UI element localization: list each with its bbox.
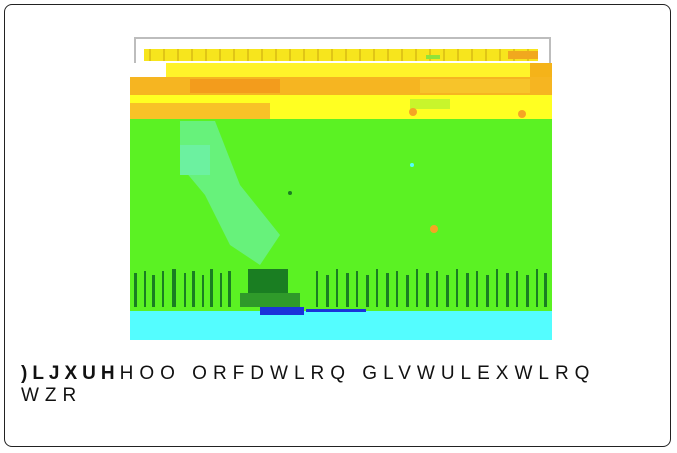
top-yellow-band [144, 49, 538, 61]
caption-lead: )LJXUH [21, 363, 120, 384]
dark-green-block [248, 269, 288, 295]
blue-bar [260, 307, 304, 315]
top-green-speck [426, 55, 440, 59]
cyan-band [130, 311, 552, 340]
dark-green-block-lower [240, 293, 300, 307]
small-dark-dot [288, 191, 292, 195]
yellow-band-orange-left [130, 103, 270, 119]
caption-rest: HOO ORFDWLRQ GLVWULEXWLRQ [119, 363, 596, 384]
orange-dot-right [518, 110, 526, 118]
blue-bar-thin [306, 309, 366, 312]
second-yellow-row [130, 63, 552, 77]
dark-green-stripes [134, 269, 547, 307]
yellow-band-green-tip [410, 99, 450, 109]
orange-band-dark [190, 79, 280, 93]
heatmap-graphic [130, 37, 552, 340]
top-right-orange-patch [508, 51, 538, 59]
figure-card: )LJXUHHOO ORFDWLRQ GLVWULEXWLRQ WZR [4, 4, 671, 447]
small-cyan-dot [410, 163, 414, 167]
second-row-white-gap [130, 63, 166, 77]
caption-line-2: WZR [21, 385, 83, 406]
garbled-heatmap-figure [130, 35, 552, 340]
second-row-orange-tip [530, 63, 552, 77]
striped-band [130, 267, 552, 311]
orange-dot-upper [409, 108, 417, 116]
orange-band-right [420, 79, 530, 93]
orange-dot-middle [430, 225, 438, 233]
green-edge-left [130, 307, 180, 311]
pale-green-block-left [180, 145, 210, 175]
figure-caption: )LJXUHHOO ORFDWLRQ GLVWULEXWLRQ WZR [21, 363, 670, 407]
